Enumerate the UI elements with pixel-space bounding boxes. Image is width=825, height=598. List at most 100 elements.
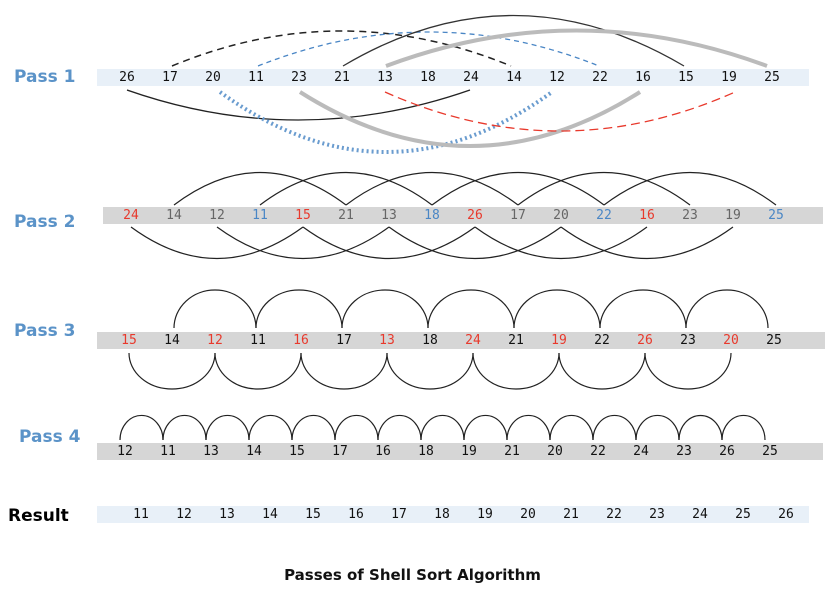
result-label: Result bbox=[8, 506, 69, 526]
cell-value: 12 bbox=[209, 208, 225, 223]
cell-value: 20 bbox=[553, 208, 569, 223]
pass4-label: Pass 4 bbox=[19, 427, 81, 447]
cell-value: 24 bbox=[465, 333, 481, 348]
cell-value: 21 bbox=[504, 444, 520, 459]
pass4-arcs bbox=[119, 414, 766, 441]
cell-value: 15 bbox=[678, 70, 694, 85]
cell-value: 17 bbox=[162, 70, 178, 85]
cell-value: 24 bbox=[123, 208, 139, 223]
cell-value: 16 bbox=[639, 208, 655, 223]
cell-value: 25 bbox=[762, 444, 778, 459]
cell-value: 17 bbox=[510, 208, 526, 223]
cell-value: 26 bbox=[119, 70, 135, 85]
cell-value: 12 bbox=[207, 333, 223, 348]
cell-value: 14 bbox=[506, 70, 522, 85]
cell-value: 14 bbox=[262, 507, 278, 522]
cell-value: 16 bbox=[375, 444, 391, 459]
cell-value: 23 bbox=[682, 208, 698, 223]
cell-value: 22 bbox=[606, 507, 622, 522]
pass1-arcs bbox=[126, 14, 768, 154]
cell-value: 23 bbox=[676, 444, 692, 459]
cell-value: 19 bbox=[461, 444, 477, 459]
cell-value: 13 bbox=[377, 70, 393, 85]
cell-value: 24 bbox=[463, 70, 479, 85]
cell-value: 25 bbox=[735, 507, 751, 522]
result-band bbox=[97, 506, 809, 523]
cell-value: 16 bbox=[293, 333, 309, 348]
cell-value: 22 bbox=[592, 70, 608, 85]
cell-value: 16 bbox=[348, 507, 364, 522]
pass1-arc-below-black bbox=[126, 89, 471, 121]
cell-value: 25 bbox=[766, 333, 782, 348]
cell-value: 25 bbox=[768, 208, 784, 223]
cell-value: 19 bbox=[725, 208, 741, 223]
cell-value: 22 bbox=[594, 333, 610, 348]
cell-value: 18 bbox=[420, 70, 436, 85]
cell-value: 21 bbox=[334, 70, 350, 85]
cell-value: 11 bbox=[160, 444, 176, 459]
cell-value: 19 bbox=[721, 70, 737, 85]
cell-value: 15 bbox=[289, 444, 305, 459]
cell-value: 13 bbox=[203, 444, 219, 459]
cell-value: 14 bbox=[164, 333, 180, 348]
cell-value: 21 bbox=[563, 507, 579, 522]
cell-value: 11 bbox=[250, 333, 266, 348]
pass1-arc-black-solid bbox=[342, 14, 685, 67]
cell-value: 12 bbox=[549, 70, 565, 85]
pass1-label: Pass 1 bbox=[14, 67, 76, 87]
cell-value: 18 bbox=[424, 208, 440, 223]
cell-value: 11 bbox=[133, 507, 149, 522]
cell-value: 23 bbox=[680, 333, 696, 348]
cell-value: 18 bbox=[422, 333, 438, 348]
cell-value: 23 bbox=[649, 507, 665, 522]
cell-value: 15 bbox=[121, 333, 137, 348]
cell-value: 11 bbox=[252, 208, 268, 223]
pass3-arcs bbox=[128, 289, 769, 390]
cell-value: 22 bbox=[590, 444, 606, 459]
cell-value: 13 bbox=[379, 333, 395, 348]
pass4-band bbox=[97, 443, 823, 460]
pass1-arc-below-gray-thick bbox=[298, 90, 642, 148]
cell-value: 16 bbox=[635, 70, 651, 85]
pass3-label: Pass 3 bbox=[14, 321, 76, 341]
cell-value: 19 bbox=[477, 507, 493, 522]
cell-value: 24 bbox=[633, 444, 649, 459]
cell-value: 23 bbox=[291, 70, 307, 85]
cell-value: 21 bbox=[338, 208, 354, 223]
cell-value: 25 bbox=[764, 70, 780, 85]
cell-value: 17 bbox=[336, 333, 352, 348]
cell-value: 20 bbox=[205, 70, 221, 85]
cell-value: 13 bbox=[381, 208, 397, 223]
pass1-arc-below-blue-dotted bbox=[218, 90, 554, 154]
cell-value: 17 bbox=[391, 507, 407, 522]
cell-value: 17 bbox=[332, 444, 348, 459]
cell-value: 22 bbox=[596, 208, 612, 223]
pass3-band bbox=[97, 332, 825, 349]
cell-value: 18 bbox=[418, 444, 434, 459]
cell-value: 15 bbox=[295, 208, 311, 223]
cell-value: 14 bbox=[166, 208, 182, 223]
cell-value: 14 bbox=[246, 444, 262, 459]
diagram-title: Passes of Shell Sort Algorithm bbox=[284, 566, 541, 584]
cell-value: 26 bbox=[467, 208, 483, 223]
cell-value: 12 bbox=[176, 507, 192, 522]
cell-value: 18 bbox=[434, 507, 450, 522]
cell-value: 20 bbox=[723, 333, 739, 348]
cell-value: 20 bbox=[520, 507, 536, 522]
pass2-band bbox=[103, 207, 823, 224]
cell-value: 26 bbox=[778, 507, 794, 522]
cell-value: 12 bbox=[117, 444, 133, 459]
cell-value: 15 bbox=[305, 507, 321, 522]
cell-value: 24 bbox=[692, 507, 708, 522]
pass1-arc-gray-thick bbox=[385, 28, 768, 68]
cell-value: 21 bbox=[508, 333, 524, 348]
cell-value: 26 bbox=[637, 333, 653, 348]
cell-value: 26 bbox=[719, 444, 735, 459]
pass1-arc-blue-dashed bbox=[257, 31, 600, 67]
cell-value: 13 bbox=[219, 507, 235, 522]
pass1-arc-below-red-dashed bbox=[384, 91, 736, 132]
pass2-label: Pass 2 bbox=[14, 212, 76, 232]
pass1-arc-black-dashed bbox=[171, 30, 512, 67]
pass2-arcs bbox=[130, 172, 777, 259]
